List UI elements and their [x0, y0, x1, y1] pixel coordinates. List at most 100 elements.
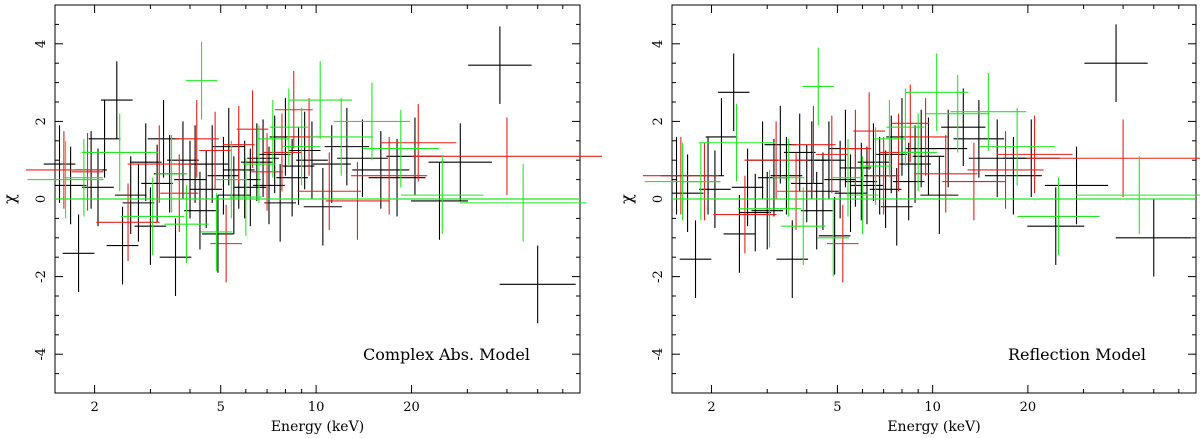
- data-point: [147, 100, 180, 178]
- y-tick-label: -2: [34, 270, 49, 283]
- data-point: [134, 187, 167, 265]
- data-point: [984, 136, 1042, 215]
- x-tick-label: 20: [1020, 400, 1037, 415]
- data-point: [950, 72, 1027, 151]
- data-point: [873, 100, 906, 178]
- data-point: [88, 100, 121, 178]
- data-point: [401, 156, 484, 234]
- data-point: [100, 61, 133, 139]
- data-point: [352, 131, 410, 209]
- data-point: [996, 115, 1073, 194]
- x-tick-label: 2: [707, 400, 715, 415]
- data-point: [368, 138, 426, 217]
- data-point: [114, 156, 147, 234]
- data-point: [772, 138, 805, 217]
- data-point: [967, 131, 1044, 209]
- data-point: [127, 125, 191, 203]
- data-point: [25, 131, 102, 209]
- data-point: [141, 144, 173, 223]
- data-point: [717, 53, 750, 132]
- series-black: [660, 24, 1192, 298]
- data-point: [731, 148, 764, 227]
- data-point: [845, 142, 878, 221]
- data-point: [1028, 119, 1200, 198]
- data-point: [777, 152, 816, 231]
- data-point: [325, 162, 390, 240]
- data-point: [106, 206, 139, 285]
- data-point: [853, 92, 885, 170]
- data-point: [903, 98, 948, 176]
- data-point: [174, 100, 219, 178]
- data-point: [941, 88, 986, 167]
- data-point: [190, 150, 223, 229]
- series-black: [43, 26, 576, 324]
- data-point: [251, 133, 283, 211]
- data-point: [920, 156, 959, 234]
- data-point: [256, 100, 289, 178]
- y-tick-label: 2: [651, 117, 666, 125]
- data-point: [826, 204, 859, 283]
- data-point: [234, 148, 267, 227]
- data-point: [723, 195, 756, 273]
- data-point: [929, 109, 968, 188]
- data-point: [96, 183, 160, 262]
- data-point: [499, 245, 576, 324]
- data-point: [167, 121, 199, 199]
- data-point: [184, 171, 216, 250]
- data-point: [410, 162, 469, 240]
- model-annotation: Complex Abs. Model: [363, 345, 530, 364]
- data-point: [212, 107, 245, 186]
- data-point: [739, 173, 772, 252]
- y-tick-label: 0: [651, 195, 666, 203]
- data-point: [297, 152, 361, 231]
- data-point: [791, 105, 836, 184]
- data-point: [262, 113, 301, 192]
- y-axis-label: χ: [0, 194, 19, 204]
- data-point: [64, 138, 103, 217]
- data-point: [229, 158, 262, 236]
- data-point: [867, 136, 900, 215]
- data-point: [681, 142, 720, 221]
- y-axis-label: χ: [617, 194, 636, 204]
- data-point: [210, 204, 242, 283]
- data-point: [1044, 146, 1109, 225]
- data-point: [851, 146, 883, 225]
- data-point: [953, 100, 1005, 178]
- data-point: [698, 103, 775, 182]
- y-tick-label: -4: [651, 348, 666, 361]
- data-point: [942, 142, 1006, 221]
- data-point: [832, 138, 864, 217]
- data-point: [459, 164, 587, 242]
- x-tick-label: 20: [403, 400, 420, 415]
- data-point: [783, 113, 816, 192]
- data-point: [164, 185, 209, 264]
- data-point: [979, 107, 1056, 186]
- data-point: [781, 187, 826, 265]
- data-point: [333, 82, 410, 161]
- data-point: [428, 123, 492, 201]
- data-point: [264, 164, 297, 242]
- data-point: [324, 107, 370, 186]
- data-point: [891, 84, 930, 163]
- data-point: [202, 195, 234, 273]
- data-point: [817, 199, 850, 277]
- data-point: [839, 109, 872, 188]
- data-point: [1076, 156, 1200, 234]
- series-red: [642, 84, 1200, 283]
- data-point: [1027, 187, 1085, 265]
- data-point: [800, 171, 833, 250]
- y-tick-label: -4: [34, 348, 49, 361]
- y-tick-label: 4: [34, 40, 49, 48]
- data-point: [160, 154, 199, 232]
- data-point: [27, 140, 104, 219]
- chart-panel-1: 2 5 10 20 -4 -2 0 2 4 Energy (keV) χ Complex Abs. M…: [0, 4, 603, 435]
- data-point: [914, 134, 978, 213]
- data-point: [737, 169, 802, 248]
- data-point: [380, 103, 457, 182]
- data-point: [1017, 177, 1100, 256]
- x-tick-label: 10: [308, 400, 325, 415]
- data-point: [880, 167, 913, 246]
- data-point: [120, 177, 185, 256]
- data-point: [926, 74, 990, 153]
